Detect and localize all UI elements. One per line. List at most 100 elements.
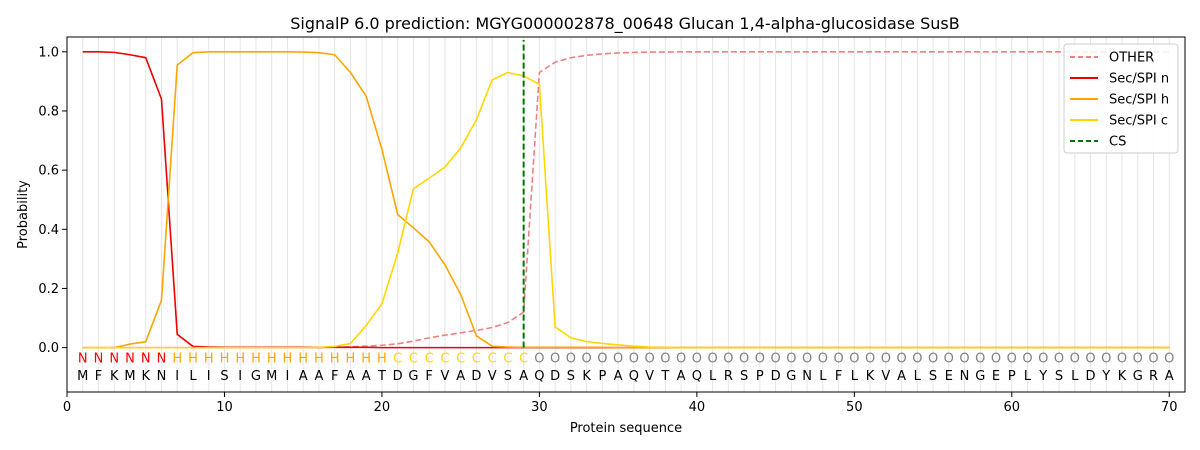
- residue-label: G: [251, 369, 261, 384]
- residue-label: L: [1071, 369, 1079, 384]
- residue-label: S: [929, 369, 937, 384]
- legend-box: [1063, 43, 1179, 154]
- x-tick-label: 50: [846, 400, 863, 415]
- residue-label: E: [992, 369, 1000, 384]
- series-line-other: [82, 50, 1170, 349]
- residue-label: R: [724, 369, 733, 384]
- residue-label: L: [914, 369, 922, 384]
- residue-label: A: [519, 369, 528, 384]
- annotation-label: O: [881, 351, 891, 366]
- annotation-label: O: [566, 351, 576, 366]
- y-tick-label: 1.0: [38, 45, 59, 60]
- annotation-label: H: [251, 351, 261, 366]
- residue-label: P: [598, 369, 606, 384]
- annotation-label: C: [425, 351, 434, 366]
- residue-label: V: [488, 369, 497, 384]
- annotation-label: O: [1148, 351, 1158, 366]
- annotation-label: C: [519, 351, 528, 366]
- annotation-label: O: [975, 351, 985, 366]
- residue-label: Q: [692, 369, 702, 384]
- annotation-label: H: [188, 351, 198, 366]
- annotation-label: O: [944, 351, 954, 366]
- annotation-label: C: [472, 351, 481, 366]
- x-tick-label: 40: [689, 400, 706, 415]
- residue-label: K: [110, 369, 119, 384]
- residue-label: L: [851, 369, 859, 384]
- residue-label: D: [771, 369, 781, 384]
- residue-label: V: [881, 369, 890, 384]
- plot-area-frame: [66, 36, 1186, 393]
- residue-label: K: [866, 369, 875, 384]
- residue-label: L: [709, 369, 717, 384]
- annotation-label: N: [109, 351, 119, 366]
- residue-label: E: [945, 369, 953, 384]
- residue-label: A: [346, 369, 355, 384]
- residue-label: D: [550, 369, 560, 384]
- residue-label: R: [1149, 369, 1158, 384]
- annotation-label: C: [409, 351, 418, 366]
- y-tick-label: 0.8: [38, 104, 59, 119]
- residue-label: Y: [1101, 369, 1110, 384]
- annotation-label: C: [488, 351, 497, 366]
- residue-label: V: [440, 369, 449, 384]
- residue-label: P: [756, 369, 764, 384]
- residue-label: G: [975, 369, 985, 384]
- axes: 0 10 20 30 40 50 60 70 0.0 0.2 0.4 0.6 0.8 1.0: [38, 45, 1177, 415]
- residue-label: M: [266, 369, 277, 384]
- series-line-sec-spi-h: [82, 50, 1170, 349]
- annotation-label: H: [346, 351, 356, 366]
- annotation-label: O: [645, 351, 655, 366]
- annotation-label: O: [629, 351, 639, 366]
- residue-label: V: [645, 369, 654, 384]
- chart-title: SignalP 6.0 prediction: MGYG000002878_00…: [290, 14, 959, 34]
- annotation-label: O: [786, 351, 796, 366]
- residue-label: S: [220, 369, 228, 384]
- y-tick-label: 0.2: [38, 282, 59, 297]
- annotation-label: H: [283, 351, 293, 366]
- residue-label: T: [377, 369, 386, 384]
- annotation-label: H: [267, 351, 277, 366]
- residue-label: S: [740, 369, 748, 384]
- annotation-label: C: [393, 351, 402, 366]
- annotation-label: C: [440, 351, 449, 366]
- legend-label: Sec/SPI n: [1109, 72, 1169, 87]
- residue-label: A: [314, 369, 323, 384]
- annotation-label: H: [361, 351, 371, 366]
- annotation-label: O: [755, 351, 765, 366]
- x-tick-label: 60: [1004, 400, 1021, 415]
- residue-label: I: [238, 369, 242, 384]
- annotation-label: O: [1164, 351, 1174, 366]
- annotation-label: N: [125, 351, 135, 366]
- residue-label: Y: [1038, 369, 1047, 384]
- residue-label: D: [393, 369, 403, 384]
- legend-label: CS: [1109, 135, 1126, 150]
- residue-label: K: [1118, 369, 1127, 384]
- residue-label: K: [141, 369, 150, 384]
- y-tick-label: 0.4: [38, 223, 59, 238]
- residue-label: A: [299, 369, 308, 384]
- residue-label: A: [456, 369, 465, 384]
- series-lines: [82, 39, 1170, 349]
- annotation-label: O: [865, 351, 875, 366]
- annotation-label: O: [534, 351, 544, 366]
- residue-label: A: [677, 369, 686, 384]
- residue-label: I: [207, 369, 211, 384]
- y-tick-label: 0.6: [38, 164, 59, 179]
- residue-label: A: [897, 369, 906, 384]
- residue-label: M: [124, 369, 135, 384]
- residue-label: S: [504, 369, 512, 384]
- annotation-label: C: [456, 351, 465, 366]
- annotation-label: O: [802, 351, 812, 366]
- legend-label: Sec/SPI c: [1109, 114, 1168, 129]
- annotation-label: O: [707, 351, 717, 366]
- annotation-label: O: [550, 351, 560, 366]
- residue-label: G: [786, 369, 796, 384]
- annotation-label: O: [1117, 351, 1127, 366]
- annotation-label: N: [157, 351, 167, 366]
- annotation-label: O: [833, 351, 843, 366]
- residue-label: L: [819, 369, 827, 384]
- x-tick-label: 20: [374, 400, 391, 415]
- annotation-label: O: [1007, 351, 1017, 366]
- annotation-label: O: [770, 351, 780, 366]
